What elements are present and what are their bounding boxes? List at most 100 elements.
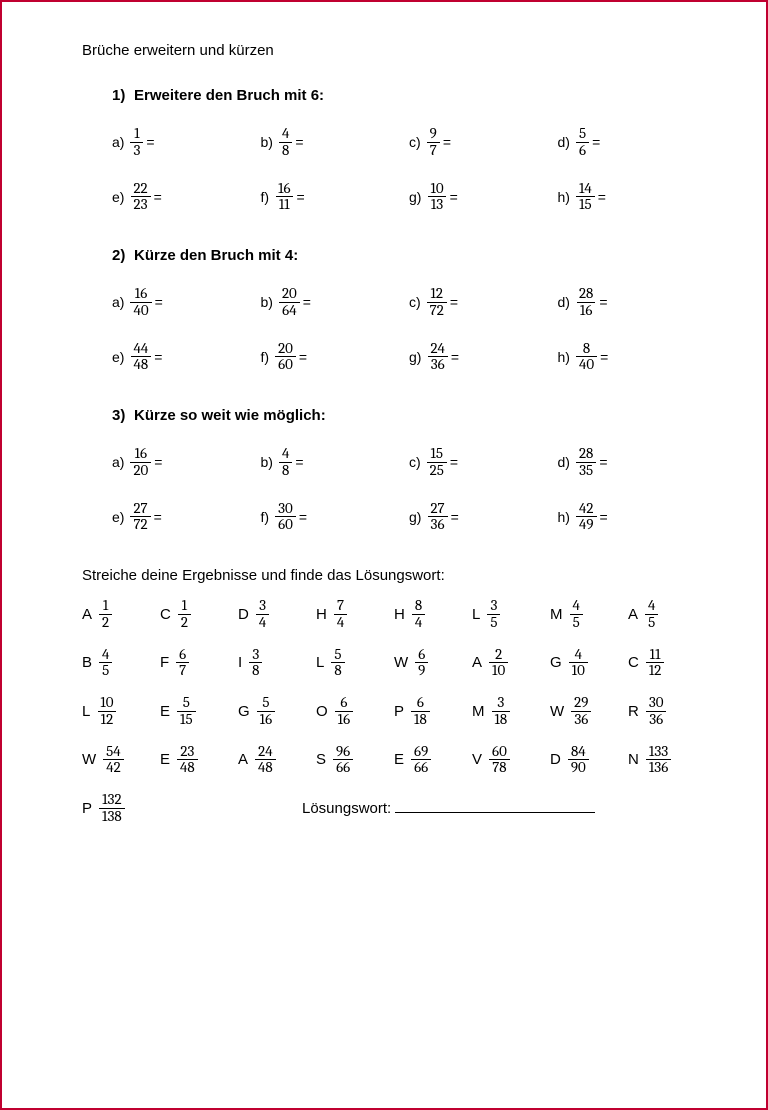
fraction: 48 <box>279 446 292 479</box>
answer-letter: W <box>550 703 564 720</box>
fraction: 45 <box>645 598 658 631</box>
exercise-cell: d)2816= <box>558 286 707 319</box>
answer-cell: W2936 <box>550 695 628 728</box>
fraction: 2772 <box>130 501 150 534</box>
item-label: b) <box>261 294 273 310</box>
fraction: 12 <box>99 598 112 631</box>
answer-cell: W5442 <box>82 744 160 777</box>
item-label: e) <box>112 189 124 205</box>
fraction: 133136 <box>646 744 671 777</box>
item-label: h) <box>558 349 570 365</box>
exercise-section: 1)Erweitere den Bruch mit 6:a)13=b)48=c)… <box>112 87 706 213</box>
exercise-cell: c)1525= <box>409 446 558 479</box>
answer-cell: L1012 <box>82 695 160 728</box>
fraction: 318 <box>492 695 511 728</box>
answer-letter: L <box>472 606 480 623</box>
item-label: g) <box>409 509 421 525</box>
answer-letter: S <box>316 751 326 768</box>
equals-sign: = <box>450 294 458 310</box>
fraction: 67 <box>176 647 189 680</box>
fraction: 516 <box>257 695 275 728</box>
answer-letter: A <box>628 606 638 623</box>
fraction: 3060 <box>275 501 296 534</box>
equals-sign: = <box>297 189 305 205</box>
equals-sign: = <box>451 349 459 365</box>
equals-sign: = <box>154 349 162 365</box>
exercise-cell: a)1620= <box>112 446 261 479</box>
item-label: c) <box>409 134 421 150</box>
fraction: 12 <box>178 598 191 631</box>
fraction: 840 <box>576 341 597 374</box>
answer-letter: I <box>238 654 242 671</box>
answer-cell: A12 <box>82 598 160 631</box>
fraction: 6078 <box>489 744 510 777</box>
exercise-cell: g)1013= <box>409 181 558 214</box>
fraction: 1112 <box>646 647 665 680</box>
answer-letter: C <box>160 606 171 623</box>
answer-letter: B <box>82 654 92 671</box>
answer-letter: H <box>316 606 327 623</box>
fraction: 97 <box>427 126 440 159</box>
exercise-cell: c)97= <box>409 126 558 159</box>
answer-cell: G410 <box>550 647 628 680</box>
fraction: 58 <box>331 647 344 680</box>
answer-cell: P 132 138 <box>82 792 162 825</box>
answer-cell: N133136 <box>628 744 706 777</box>
answer-cell: D8490 <box>550 744 628 777</box>
answer-letter: F <box>160 654 169 671</box>
item-label: d) <box>558 134 570 150</box>
answer-cell: F 67 <box>160 647 238 680</box>
equals-sign: = <box>600 509 608 525</box>
section-heading: 3)Kürze so weit wie möglich: <box>112 407 706 424</box>
fraction: 56 <box>576 126 589 159</box>
fraction: 45 <box>99 647 112 680</box>
exercise-cell: e)2772= <box>112 501 261 534</box>
answer-cell: M45 <box>550 598 628 631</box>
answer-letter: P <box>394 703 404 720</box>
exercise-cell: b)48= <box>261 446 410 479</box>
equals-sign: = <box>450 189 458 205</box>
answer-cell: C 12 <box>160 598 238 631</box>
item-label: a) <box>112 454 124 470</box>
equals-sign: = <box>303 294 311 310</box>
equals-sign: = <box>154 509 162 525</box>
answer-letter: M <box>472 703 485 720</box>
equals-sign: = <box>154 454 162 470</box>
fraction: 2436 <box>427 341 447 374</box>
answer-cell: E6966 <box>394 744 472 777</box>
fraction: 13 <box>130 126 143 159</box>
fraction: 5442 <box>103 744 124 777</box>
item-label: f) <box>261 189 270 205</box>
fraction: 410 <box>569 647 588 680</box>
page-title: Brüche erweitern und kürzen <box>82 42 706 59</box>
answer-letter: W <box>394 654 408 671</box>
solution-word-line[interactable] <box>395 812 595 813</box>
worksheet-page: Brüche erweitern und kürzen 1)Erweitere … <box>0 0 768 1110</box>
fraction: 69 <box>415 647 428 680</box>
exercise-cell: g)2736= <box>409 501 558 534</box>
answer-row: B45F67I38L58W69A210G410C1112 <box>82 647 706 680</box>
fraction: 84 <box>412 598 425 631</box>
exercise-cell: f)3060= <box>261 501 410 534</box>
answer-letter: E <box>394 751 404 768</box>
exercise-cell: a)1640= <box>112 286 261 319</box>
item-label: c) <box>409 294 421 310</box>
answer-cell: A 45 <box>628 598 706 631</box>
fraction: 9666 <box>333 744 353 777</box>
answer-cell: C1112 <box>628 647 706 680</box>
equals-sign: = <box>598 189 606 205</box>
fraction: 618 <box>411 695 430 728</box>
solution-row: P 132 138 Lösungswort: <box>82 792 706 825</box>
equals-sign: = <box>295 134 303 150</box>
item-label: g) <box>409 349 421 365</box>
exercise-cell: a)13= <box>112 126 261 159</box>
exercise-row: a)1620=b)48=c)1525=d)2835= <box>112 446 706 479</box>
exercise-row: e)2223=f)1611=g)1013=h)1415= <box>112 181 706 214</box>
answer-letter: V <box>472 751 482 768</box>
exercise-row: a)1640=b)2064=c)1272=d)2816= <box>112 286 706 319</box>
item-label: b) <box>261 134 273 150</box>
equals-sign: = <box>154 189 162 205</box>
answer-cell: P 618 <box>394 695 472 728</box>
fraction: 4249 <box>576 501 597 534</box>
fraction: 35 <box>487 598 500 631</box>
